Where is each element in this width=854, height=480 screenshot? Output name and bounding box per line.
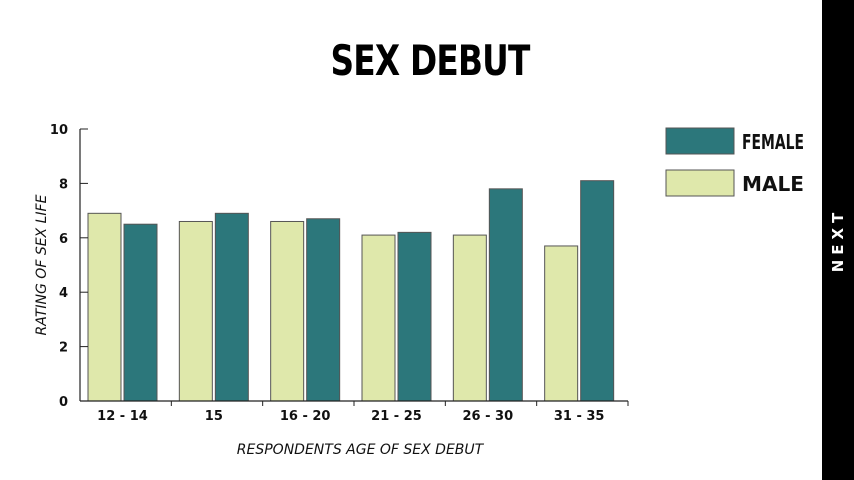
x-tick-label: 12 - 14 <box>97 409 148 424</box>
x-tick-label: 31 - 35 <box>554 409 605 424</box>
y-tick-label: 10 <box>50 123 68 138</box>
bar-female-0 <box>123 223 158 402</box>
y-tick-label: 8 <box>59 177 68 192</box>
y-tick-label: 4 <box>59 286 68 301</box>
next-label: NEXT <box>829 207 847 273</box>
legend-label-female: FEMALE <box>742 130 804 154</box>
x-tick-label: 15 <box>205 409 223 424</box>
y-tick-label: 2 <box>59 341 68 356</box>
legend-label-male: MALE <box>742 172 804 196</box>
bar-female-2 <box>306 218 341 402</box>
x-axis-label: RESPONDENTS AGE OF SEX DEBUT <box>237 442 485 458</box>
y-tick-label: 6 <box>59 232 68 247</box>
bar-male-1 <box>178 220 213 402</box>
x-tick-label: 21 - 25 <box>371 409 422 424</box>
bar-male-3 <box>361 234 396 402</box>
bar-male-4 <box>452 234 487 402</box>
bar-female-3 <box>397 231 432 402</box>
bar-male-5 <box>544 245 579 402</box>
bar-female-1 <box>214 212 249 402</box>
x-tick-label: 16 - 20 <box>280 409 331 424</box>
legend-swatch-female <box>665 127 735 155</box>
y-axis-label: RATING OF SEX LIFE <box>34 194 50 335</box>
bar-male-2 <box>270 220 305 402</box>
labels-group: 12 - 14 15 16 - 20 21 - 25 26 - 30 31 - 35 0 2 4… <box>34 123 604 458</box>
legend-swatch-male <box>665 169 735 197</box>
x-tick-label: 26 - 30 <box>463 409 514 424</box>
bar-female-5 <box>580 180 615 402</box>
chart-title: SEX DEBUT <box>330 36 530 85</box>
bars-group <box>87 180 615 402</box>
next-button[interactable]: NEXT <box>822 0 854 480</box>
bar-chart: 12 - 14 15 16 - 20 21 - 25 26 - 30 31 - 35 0 2 4… <box>34 123 804 458</box>
axes-group <box>79 128 629 406</box>
legend: FEMALE MALE <box>665 127 804 197</box>
bar-female-4 <box>488 188 523 402</box>
bar-male-0 <box>87 212 122 402</box>
y-tick-label: 0 <box>59 395 68 410</box>
